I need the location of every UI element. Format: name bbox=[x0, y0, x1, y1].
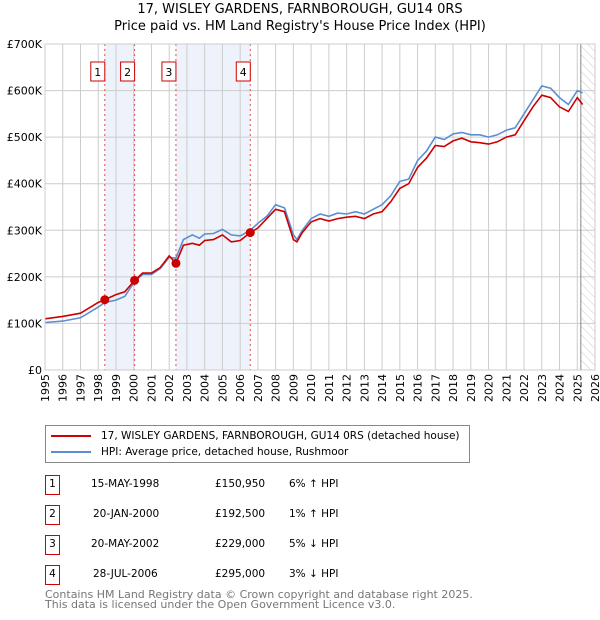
x-tick-label: 1999 bbox=[110, 374, 123, 402]
footer-licence: This data is licensed under the Open Gov… bbox=[45, 598, 396, 611]
x-tick-label: 2019 bbox=[465, 374, 478, 402]
x-tick-label: 1997 bbox=[74, 374, 87, 402]
legend-swatch-hpi bbox=[51, 451, 91, 453]
y-tick-label: £700K bbox=[7, 38, 43, 51]
x-tick-label: 1998 bbox=[92, 374, 105, 402]
legend-swatch-property bbox=[51, 435, 91, 437]
legend-label-property: 17, WISLEY GARDENS, FARNBOROUGH, GU14 0R… bbox=[101, 430, 460, 442]
x-tick-label: 2014 bbox=[376, 374, 389, 402]
x-tick-label: 2026 bbox=[589, 374, 600, 402]
x-tick-label: 2017 bbox=[429, 374, 442, 402]
x-tick-label: 2016 bbox=[412, 374, 425, 402]
x-tick-label: 2020 bbox=[483, 374, 496, 402]
x-tick-label: 2023 bbox=[536, 374, 549, 402]
sale-marker-label: 2 bbox=[45, 505, 60, 525]
sale-marker-number: 1 bbox=[94, 66, 101, 79]
sale-marker-box bbox=[161, 61, 177, 82]
chart-subtitle: Price paid vs. HM Land Registry's House … bbox=[114, 19, 486, 34]
sale-period-band bbox=[175, 44, 251, 370]
sale-hpi-diff: 1% ↑ HPI bbox=[289, 508, 339, 520]
x-tick-label: 2018 bbox=[447, 374, 460, 402]
sale-price: £295,000 bbox=[215, 568, 266, 580]
sale-price: £229,000 bbox=[215, 538, 266, 550]
x-tick-label: 1996 bbox=[57, 374, 70, 402]
sale-marker-box bbox=[90, 61, 106, 82]
sale-hpi-diff: 3% ↓ HPI bbox=[289, 568, 339, 580]
x-tick-label: 2007 bbox=[252, 374, 265, 402]
hpi-line bbox=[44, 84, 583, 324]
sale-marker-number: 4 bbox=[240, 66, 247, 79]
x-tick-label: 2025 bbox=[571, 374, 584, 402]
x-tick-label: 2024 bbox=[554, 374, 567, 402]
forecast-hatch bbox=[580, 44, 595, 370]
sale-period-band bbox=[104, 44, 135, 370]
price-chart: £0 £100K £200K £300K £400K £500K £600K £700K 199… bbox=[7, 38, 600, 402]
x-tick-label: 2006 bbox=[234, 374, 247, 402]
property-price-line bbox=[44, 94, 584, 320]
legend-label-hpi: HPI: Average price, detached house, Rush… bbox=[101, 446, 349, 458]
sale-marker-label: 4 bbox=[45, 565, 60, 585]
sale-price: £150,950 bbox=[215, 478, 266, 490]
sale-marker-box bbox=[235, 61, 251, 82]
x-tick-label: 2021 bbox=[500, 374, 513, 402]
footer-copyright: Contains HM Land Registry data © Crown c… bbox=[45, 588, 473, 601]
x-tick-label: 2004 bbox=[199, 374, 212, 402]
legend-item-hpi: HPI: Average price, detached house, Rush… bbox=[46, 444, 348, 460]
sale-marker-number: 3 bbox=[165, 66, 172, 79]
sale-date: 15-MAY-1998 bbox=[91, 478, 160, 490]
sale-date: 28-JUL-2006 bbox=[93, 568, 158, 580]
sale-marker-label: 1 bbox=[45, 475, 60, 495]
sale-marker-number: 2 bbox=[124, 66, 131, 79]
x-tick-label: 2005 bbox=[216, 374, 229, 402]
x-tick-label: 2008 bbox=[270, 374, 283, 402]
sale-date: 20-JAN-2000 bbox=[93, 508, 160, 520]
chart-title: 17, WISLEY GARDENS, FARNBOROUGH, GU14 0R… bbox=[137, 2, 463, 17]
x-tick-label: 2010 bbox=[305, 374, 318, 402]
x-tick-label: 2000 bbox=[128, 374, 141, 402]
sale-point bbox=[100, 295, 110, 305]
x-tick-label: 2012 bbox=[341, 374, 354, 402]
plot-border bbox=[44, 43, 596, 371]
sale-marker-label: 3 bbox=[45, 535, 60, 555]
legend-item-property: 17, WISLEY GARDENS, FARNBOROUGH, GU14 0R… bbox=[46, 428, 460, 444]
y-tick-label: £300K bbox=[7, 224, 43, 237]
y-tick-label: £400K bbox=[7, 178, 43, 191]
sale-hpi-diff: 6% ↑ HPI bbox=[289, 478, 339, 490]
y-tick-label: £600K bbox=[7, 85, 43, 98]
x-tick-label: 2015 bbox=[394, 374, 407, 402]
sale-point bbox=[245, 228, 255, 238]
footer: Contains HM Land Registry data © Crown c… bbox=[45, 588, 473, 611]
x-tick-label: 1995 bbox=[39, 374, 52, 402]
x-tick-label: 2003 bbox=[181, 374, 194, 402]
sale-hpi-diff: 5% ↓ HPI bbox=[289, 538, 339, 550]
sale-marker-box bbox=[120, 61, 136, 82]
y-tick-label: £100K bbox=[7, 317, 43, 330]
y-tick-label: £0 bbox=[28, 364, 42, 377]
sale-price: £192,500 bbox=[215, 508, 266, 520]
x-tick-label: 2022 bbox=[518, 374, 531, 402]
x-tick-label: 2011 bbox=[323, 374, 336, 402]
x-tick-label: 2013 bbox=[358, 374, 371, 402]
y-tick-label: £200K bbox=[7, 271, 43, 284]
x-tick-label: 2001 bbox=[145, 374, 158, 402]
sale-point bbox=[171, 258, 181, 268]
sale-point bbox=[130, 275, 140, 285]
y-tick-label: £500K bbox=[7, 131, 43, 144]
legend: 17, WISLEY GARDENS, FARNBOROUGH, GU14 0R… bbox=[45, 425, 470, 463]
sale-date: 20-MAY-2002 bbox=[91, 538, 160, 550]
x-tick-label: 2002 bbox=[163, 374, 176, 402]
x-tick-label: 2009 bbox=[287, 374, 300, 402]
